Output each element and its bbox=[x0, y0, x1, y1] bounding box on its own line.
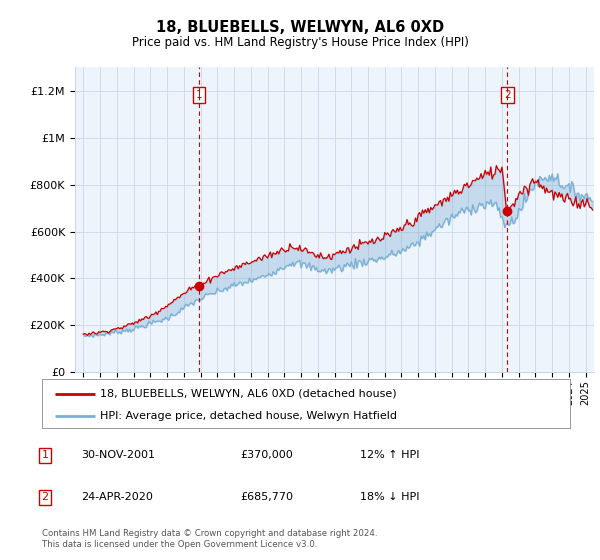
Text: Contains HM Land Registry data © Crown copyright and database right 2024.
This d: Contains HM Land Registry data © Crown c… bbox=[42, 529, 377, 549]
Text: £370,000: £370,000 bbox=[240, 450, 293, 460]
Text: 2: 2 bbox=[504, 90, 511, 100]
Text: Price paid vs. HM Land Registry's House Price Index (HPI): Price paid vs. HM Land Registry's House … bbox=[131, 36, 469, 49]
Text: 30-NOV-2001: 30-NOV-2001 bbox=[81, 450, 155, 460]
Text: £685,770: £685,770 bbox=[240, 492, 293, 502]
Text: HPI: Average price, detached house, Welwyn Hatfield: HPI: Average price, detached house, Welw… bbox=[100, 411, 397, 421]
Text: 18, BLUEBELLS, WELWYN, AL6 0XD (detached house): 18, BLUEBELLS, WELWYN, AL6 0XD (detached… bbox=[100, 389, 397, 399]
Text: 12% ↑ HPI: 12% ↑ HPI bbox=[360, 450, 419, 460]
Text: 24-APR-2020: 24-APR-2020 bbox=[81, 492, 153, 502]
Text: 18% ↓ HPI: 18% ↓ HPI bbox=[360, 492, 419, 502]
Text: 1: 1 bbox=[196, 90, 203, 100]
Text: 2: 2 bbox=[41, 492, 49, 502]
Text: 1: 1 bbox=[41, 450, 49, 460]
Text: 18, BLUEBELLS, WELWYN, AL6 0XD: 18, BLUEBELLS, WELWYN, AL6 0XD bbox=[156, 20, 444, 35]
